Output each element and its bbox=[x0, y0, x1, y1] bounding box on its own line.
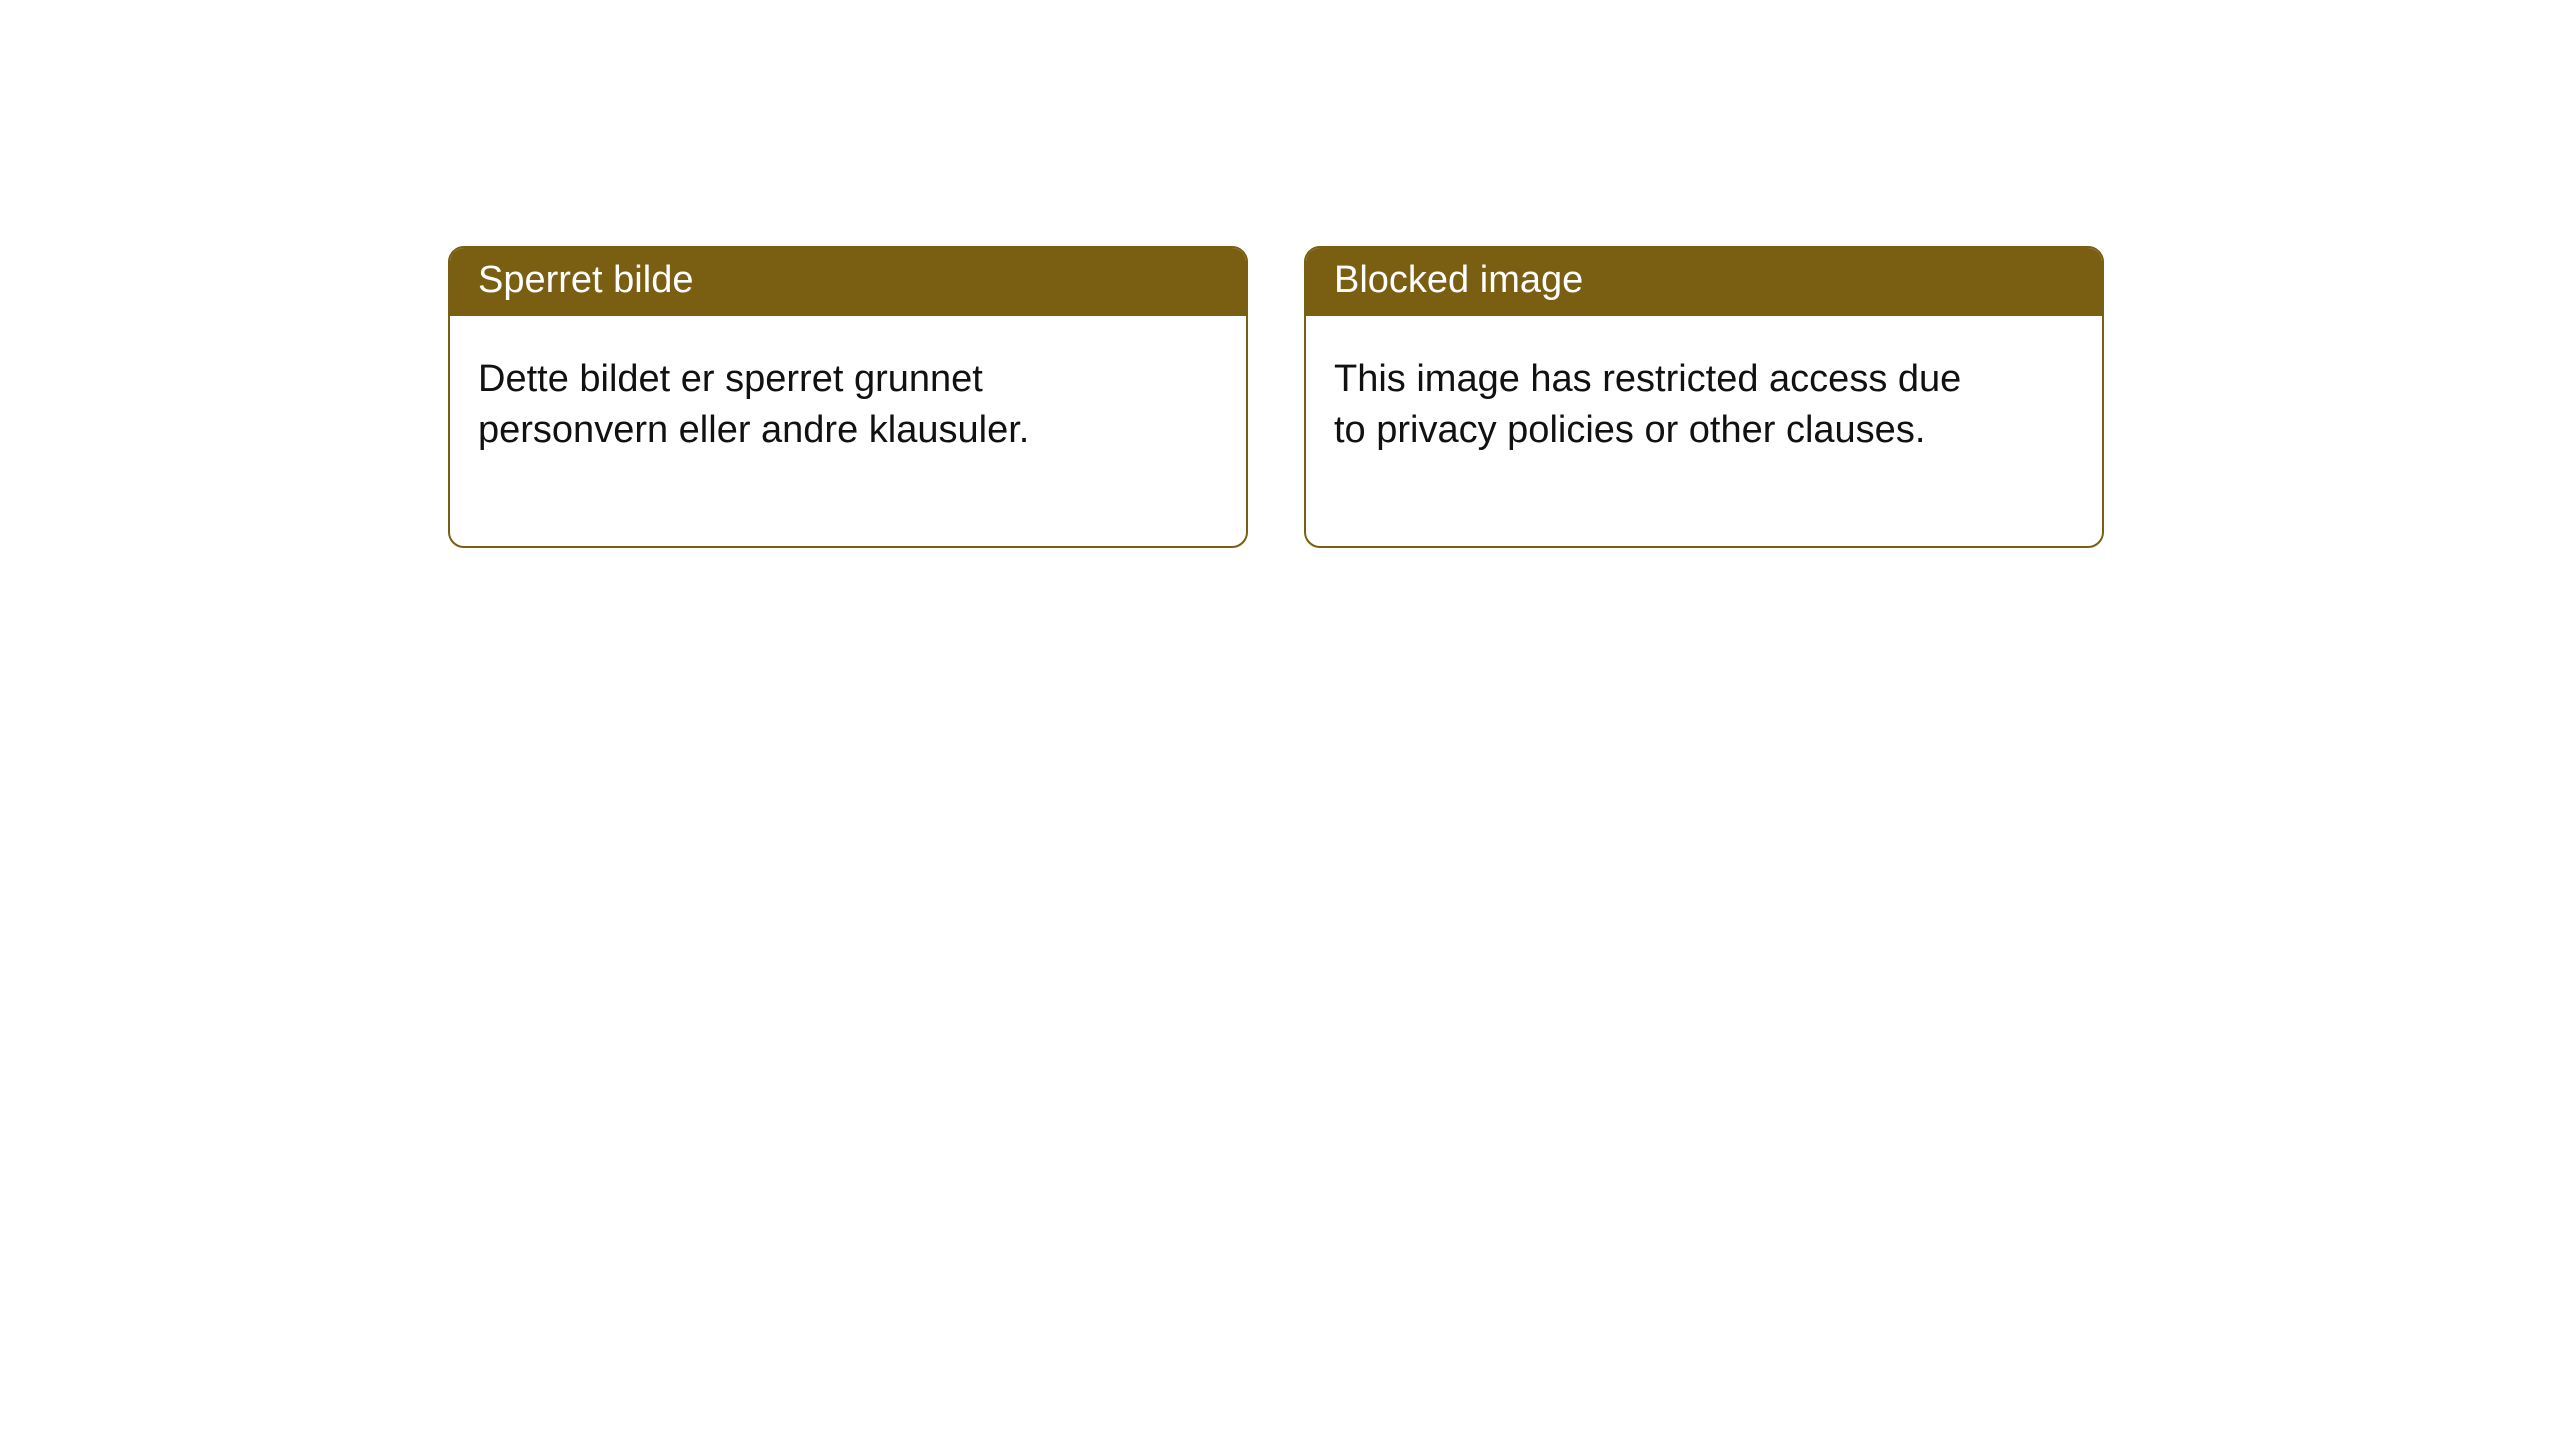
notice-header: Blocked image bbox=[1306, 248, 2102, 316]
notice-body: This image has restricted access due to … bbox=[1306, 316, 2026, 547]
notice-card-norwegian: Sperret bilde Dette bildet er sperret gr… bbox=[448, 246, 1248, 548]
notice-body: Dette bildet er sperret grunnet personve… bbox=[450, 316, 1170, 547]
notice-card-english: Blocked image This image has restricted … bbox=[1304, 246, 2104, 548]
notice-header: Sperret bilde bbox=[450, 248, 1246, 316]
notice-container: Sperret bilde Dette bildet er sperret gr… bbox=[0, 0, 2560, 548]
